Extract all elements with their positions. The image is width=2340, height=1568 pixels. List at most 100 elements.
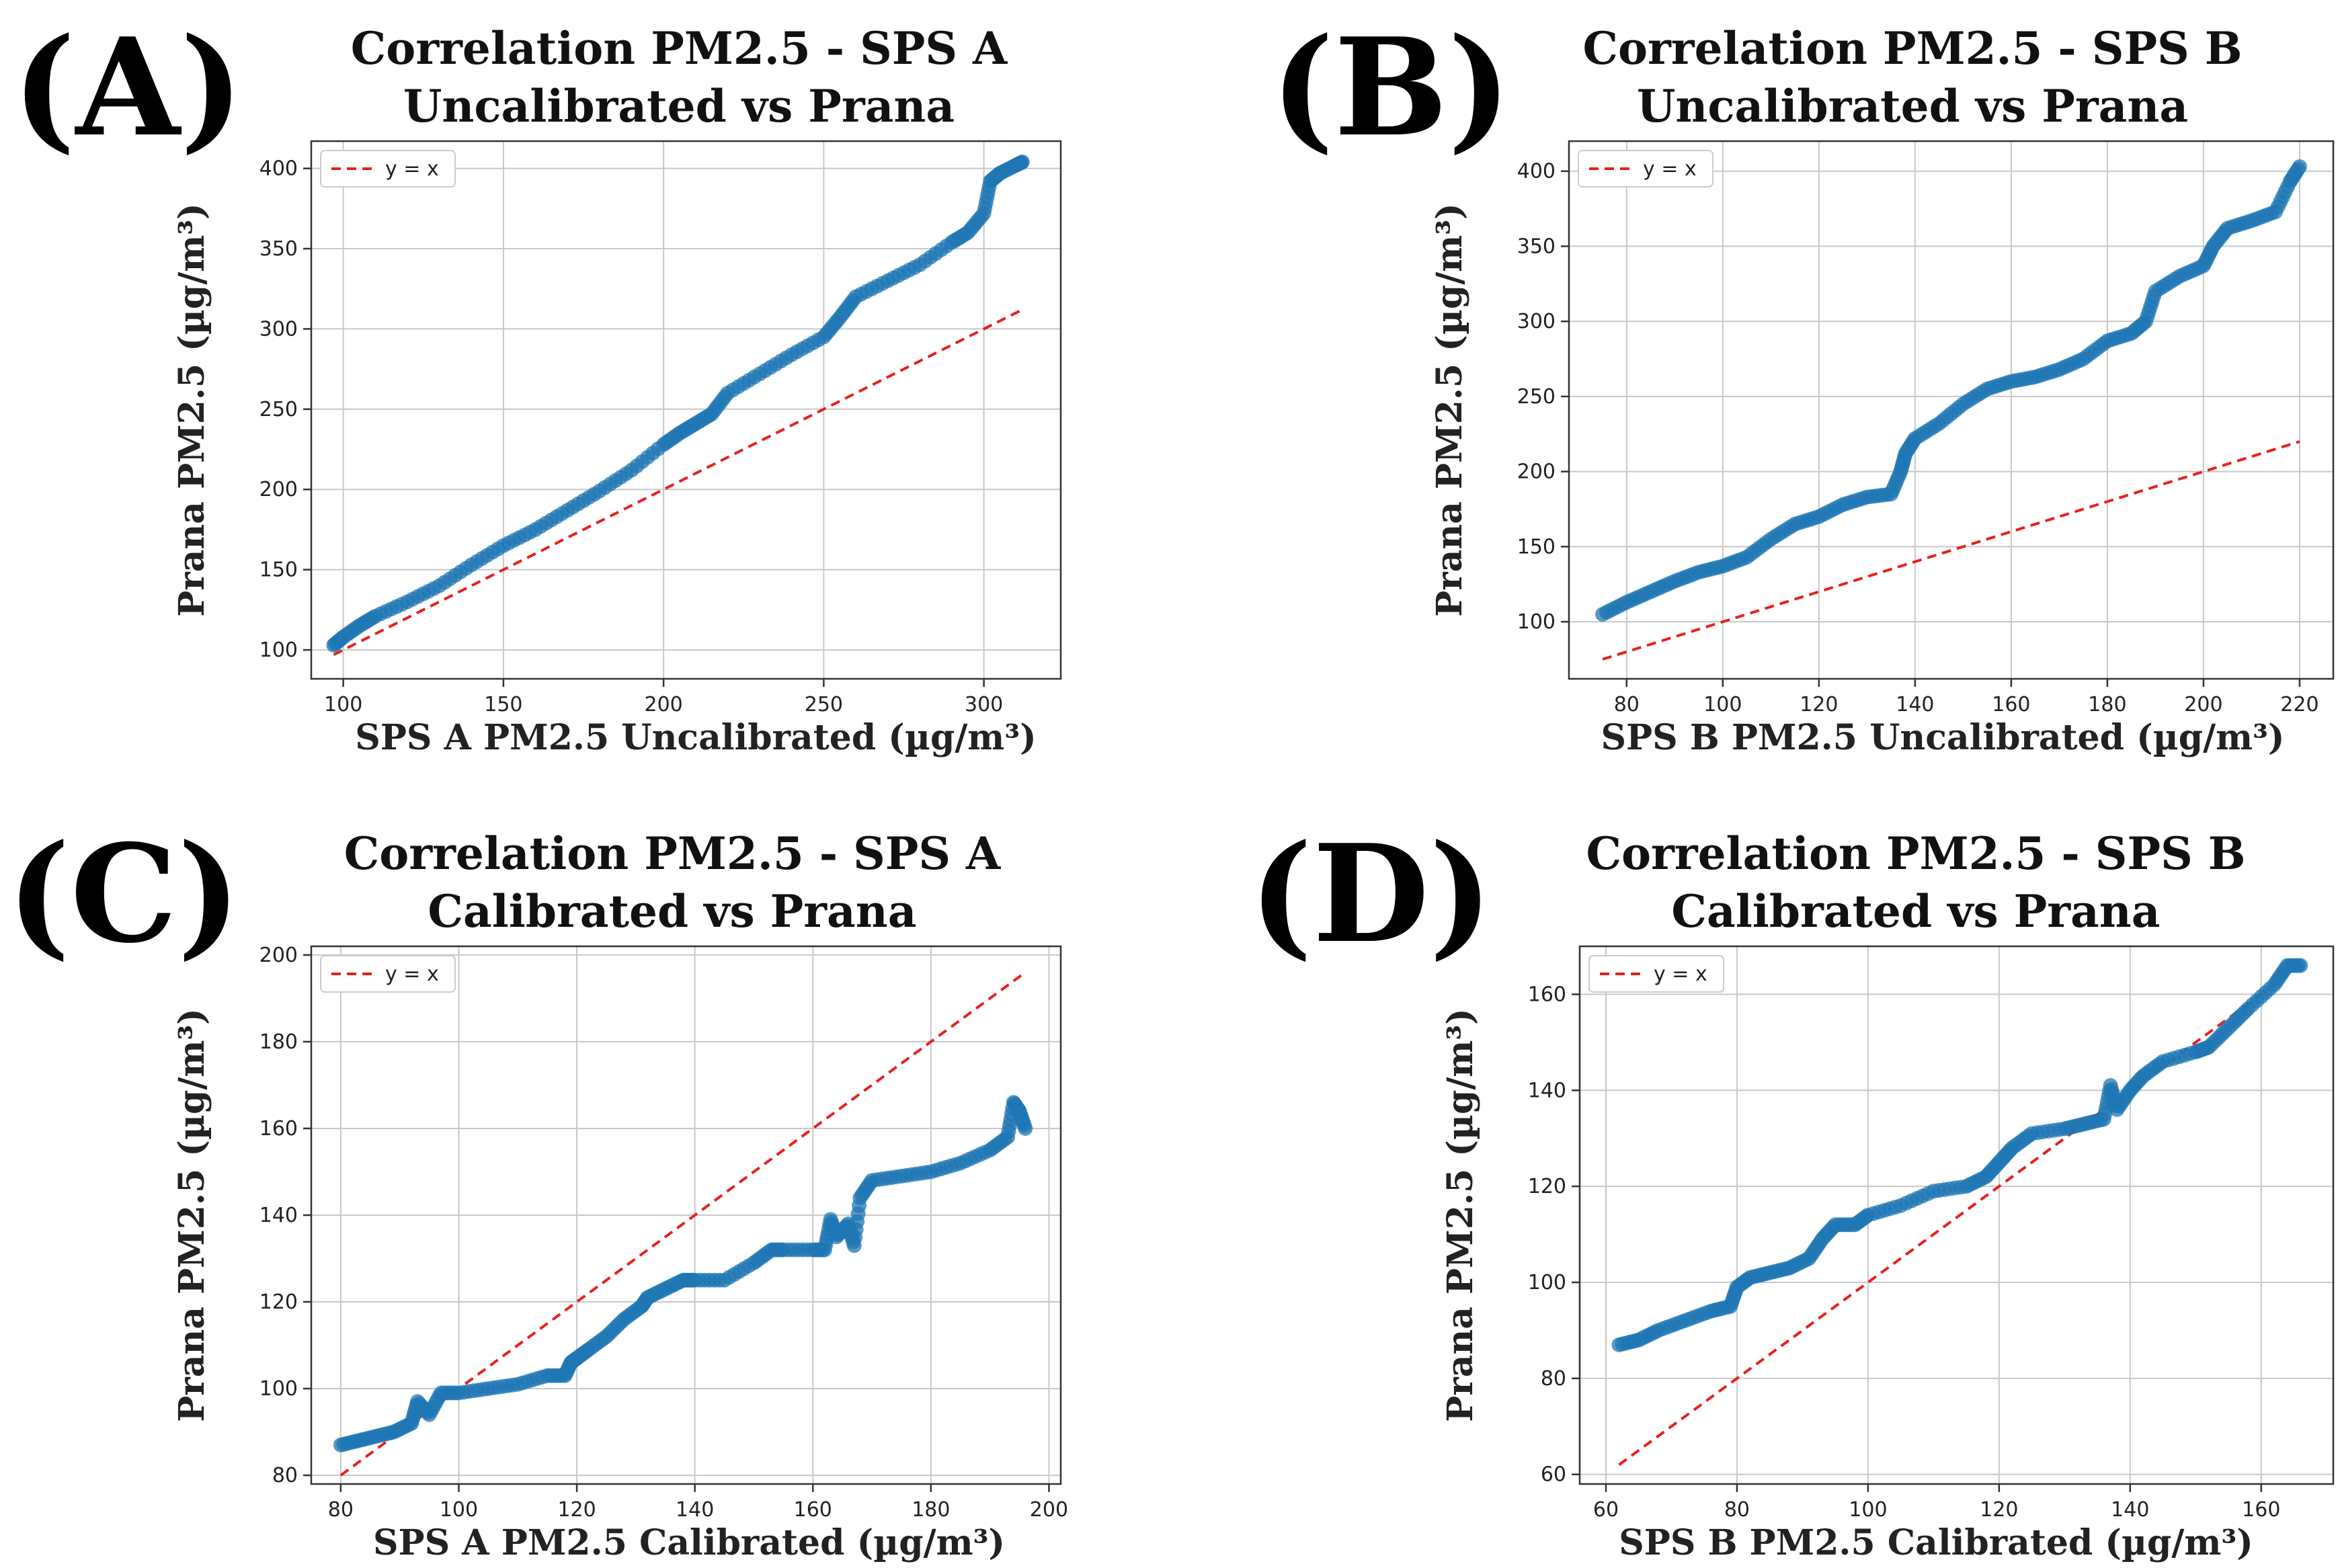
legend: y = x: [1578, 150, 1713, 188]
panel-letter: (D): [1249, 815, 1493, 973]
y-tick-label: 100: [1528, 1271, 1566, 1294]
x-tick-label: 100: [440, 1498, 478, 1522]
y-tick-label: 350: [1517, 235, 1556, 258]
x-tick-label: 250: [805, 693, 843, 716]
legend-label: y = x: [385, 962, 439, 986]
x-tick-label: 200: [2184, 693, 2222, 716]
legend-label: y = x: [1643, 157, 1697, 181]
y-axis-label: Prana PM2.5 (µg/m³): [171, 1008, 212, 1421]
y-tick-label: 60: [1541, 1463, 1566, 1487]
chart-title-line: Correlation PM2.5 - SPS B: [1582, 22, 2242, 75]
x-tick-label: 160: [794, 1498, 832, 1522]
legend-box: [1578, 150, 1713, 188]
reference-line-y-equals-x: [1618, 964, 2302, 1467]
y-tick-label: 250: [1517, 385, 1556, 409]
x-axis-label: SPS A PM2.5 Calibrated (µg/m³): [373, 1522, 1005, 1563]
x-axis-label: SPS B PM2.5 Calibrated (µg/m³): [1619, 1522, 2253, 1563]
x-tick-label: 220: [2280, 693, 2318, 716]
y-tick-label: 200: [259, 944, 298, 967]
chart-title-line: Correlation PM2.5 - SPS B: [1586, 827, 2245, 880]
plot-frame: [310, 945, 1062, 1485]
y-tick-label: 250: [259, 398, 298, 421]
y-tick-label: 300: [1517, 310, 1556, 333]
x-tick-label: 60: [1593, 1498, 1619, 1522]
y-tick-label: 350: [259, 237, 298, 261]
x-axis-label: SPS B PM2.5 Uncalibrated (µg/m³): [1601, 717, 2284, 758]
y-tick-label: 150: [1517, 535, 1556, 559]
plot-frame: [310, 140, 1062, 680]
panel-2: (B) Correlation PM2.5 - SPS BUncalibrated…: [1270, 9, 2335, 758]
x-tick-label: 80: [1724, 1498, 1750, 1522]
x-tick-label: 120: [557, 1498, 596, 1522]
panel-1: (A) Correlation PM2.5 - SPS AUncalibrated…: [12, 9, 1062, 758]
y-tick-label: 120: [259, 1290, 298, 1314]
x-tick-label: 140: [676, 1498, 714, 1522]
y-tick-label: 140: [259, 1204, 298, 1227]
x-tick-label: 100: [324, 693, 362, 716]
legend-box: [320, 955, 456, 993]
x-tick-label: 150: [484, 693, 522, 716]
y-tick-label: 200: [1517, 460, 1556, 484]
x-axis-label: SPS A PM2.5 Uncalibrated (µg/m³): [355, 717, 1036, 758]
x-tick-label: 120: [1980, 1498, 2018, 1522]
data-point: [1018, 1120, 1033, 1136]
legend-label: y = x: [1654, 962, 1707, 986]
x-tick-label: 300: [965, 693, 1003, 716]
panel-letter: (A): [12, 9, 243, 167]
series-points: [333, 1095, 1033, 1452]
y-tick-label: 400: [259, 157, 298, 181]
series-points: [1611, 958, 2308, 1352]
y-tick-label: 400: [1517, 160, 1556, 183]
chart-title-line: Uncalibrated vs Prana: [403, 80, 955, 132]
y-tick-label: 160: [1528, 983, 1566, 1006]
chart-title-line: Correlation PM2.5 - SPS A: [344, 827, 1001, 880]
x-tick-label: 100: [1703, 693, 1742, 716]
panel-letter: (C): [7, 815, 241, 973]
legend: y = x: [1588, 955, 1724, 993]
y-tick-label: 120: [1528, 1175, 1566, 1198]
x-tick-label: 200: [645, 693, 683, 716]
y-tick-label: 80: [1541, 1367, 1566, 1391]
y-tick-label: 140: [1528, 1079, 1566, 1102]
legend-box: [1588, 955, 1724, 993]
series-points: [1595, 159, 2307, 622]
x-tick-label: 80: [1614, 693, 1640, 716]
plot-frame: [1578, 945, 2335, 1485]
chart-title-line: Calibrated vs Prana: [1671, 885, 2160, 938]
chart-title-line: Correlation PM2.5 - SPS A: [351, 22, 1008, 75]
x-tick-label: 120: [1800, 693, 1838, 716]
y-axis-label: Prana PM2.5 (µg/m³): [171, 203, 212, 616]
x-tick-label: 200: [1030, 1498, 1068, 1522]
chart-title-line: Uncalibrated vs Prana: [1637, 80, 2188, 132]
data-point: [1014, 155, 1030, 170]
y-tick-label: 150: [259, 559, 298, 582]
x-tick-label: 100: [1849, 1498, 1887, 1522]
reference-line-y-equals-x: [1602, 440, 2300, 661]
y-tick-label: 200: [259, 478, 298, 501]
x-tick-label: 140: [2111, 1498, 2149, 1522]
x-tick-label: 180: [2088, 693, 2126, 716]
x-tick-label: 80: [328, 1498, 354, 1522]
y-tick-label: 180: [259, 1030, 298, 1054]
y-tick-label: 100: [259, 638, 298, 662]
plot-frame: [1568, 140, 2335, 680]
reference-line-y-equals-x: [333, 308, 1023, 656]
x-tick-label: 160: [1992, 693, 2030, 716]
y-axis-label: Prana PM2.5 (µg/m³): [1440, 1008, 1481, 1421]
x-tick-label: 180: [912, 1498, 950, 1522]
data-point: [2292, 159, 2307, 174]
x-tick-label: 140: [1896, 693, 1934, 716]
chart-title-line: Calibrated vs Prana: [428, 885, 916, 938]
y-tick-label: 300: [259, 317, 298, 341]
legend: y = x: [320, 955, 456, 993]
x-tick-label: 160: [2242, 1498, 2280, 1522]
y-tick-label: 80: [272, 1464, 298, 1487]
legend-label: y = x: [385, 157, 439, 181]
legend: y = x: [320, 150, 456, 188]
panel-letter: (B): [1270, 9, 1511, 167]
y-tick-label: 100: [259, 1377, 298, 1401]
series-points: [326, 155, 1030, 653]
